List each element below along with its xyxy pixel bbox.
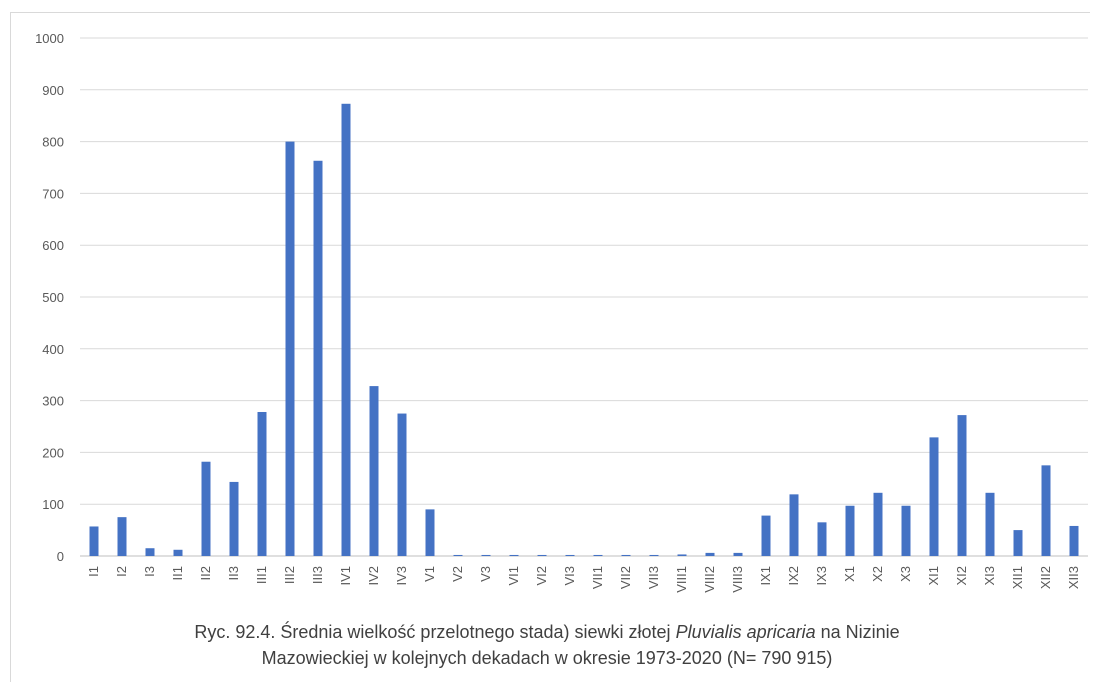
x-tick-label: V2 xyxy=(450,566,465,582)
gridlines xyxy=(80,37,1088,557)
x-axis-ticks: I1 I2 I3 II1 II2 II3 III1 III2 III3 IV1 IV2 IV3 V1 V2… xyxy=(86,566,1081,593)
y-axis-ticks: 0 100 200 300 400 500 600 700 800 900 1000 xyxy=(35,31,64,564)
x-tick-label: XI2 xyxy=(954,566,969,586)
bars xyxy=(89,103,1079,557)
x-tick-label: IX2 xyxy=(786,566,801,586)
x-tick-label: X1 xyxy=(842,566,857,582)
x-tick-label: I2 xyxy=(114,566,129,577)
bar xyxy=(733,552,743,556)
bar xyxy=(957,415,967,556)
x-tick-label: V3 xyxy=(478,566,493,582)
bar xyxy=(425,509,435,556)
y-tick-label: 500 xyxy=(42,290,64,305)
x-tick-label: III1 xyxy=(254,566,269,584)
bar xyxy=(285,141,295,556)
bar xyxy=(369,386,379,556)
x-tick-label: IX1 xyxy=(758,566,773,586)
bar xyxy=(705,552,715,556)
x-tick-label: IV1 xyxy=(338,566,353,586)
y-tick-label: 100 xyxy=(42,497,64,512)
y-tick-label: 800 xyxy=(42,135,64,150)
bar xyxy=(89,526,99,556)
bar xyxy=(565,554,575,556)
y-tick-label: 600 xyxy=(42,238,64,253)
bar xyxy=(117,517,127,556)
bar xyxy=(453,554,463,556)
bar xyxy=(621,554,631,556)
y-tick-label: 0 xyxy=(57,549,64,564)
bar xyxy=(313,160,323,557)
y-tick-label: 700 xyxy=(42,186,64,201)
bar xyxy=(593,554,603,556)
bar xyxy=(481,554,491,556)
bar xyxy=(341,103,351,556)
bar xyxy=(173,549,183,556)
bar xyxy=(985,492,995,556)
x-tick-label: VIII2 xyxy=(702,566,717,593)
bar xyxy=(229,481,239,556)
x-tick-label: XI1 xyxy=(926,566,941,586)
x-tick-label: II2 xyxy=(198,566,213,580)
bar xyxy=(145,548,155,556)
caption-text-start: Ryc. 92.4. Średnia wielkość przelotnego … xyxy=(194,622,676,642)
x-tick-label: IV3 xyxy=(394,566,409,586)
bar xyxy=(677,554,687,556)
bar xyxy=(397,413,407,556)
x-tick-label: VIII1 xyxy=(674,566,689,593)
x-tick-label: I1 xyxy=(86,566,101,577)
x-tick-label: XII2 xyxy=(1038,566,1053,589)
x-tick-label: VI2 xyxy=(534,566,549,586)
figure-caption-line2: Mazowieckiej w kolejnych dekadach w okre… xyxy=(261,648,833,668)
x-tick-label: X3 xyxy=(898,566,913,582)
x-tick-label: X2 xyxy=(870,566,885,582)
x-tick-label: III2 xyxy=(282,566,297,584)
bar xyxy=(929,437,939,556)
y-tick-label: 1000 xyxy=(35,31,64,46)
x-tick-label: XII1 xyxy=(1010,566,1025,589)
bar xyxy=(761,515,771,556)
x-tick-label: VII3 xyxy=(646,566,661,589)
bar xyxy=(845,505,855,556)
bar xyxy=(537,554,547,556)
bar xyxy=(817,522,827,556)
bar xyxy=(1069,525,1079,556)
caption-text-end: na Nizinie xyxy=(815,622,900,642)
x-tick-label: VI3 xyxy=(562,566,577,586)
x-tick-label: VII1 xyxy=(590,566,605,589)
x-tick-label: II3 xyxy=(226,566,241,580)
x-tick-label: VII2 xyxy=(618,566,633,589)
x-tick-label: IX3 xyxy=(814,566,829,586)
y-tick-label: 400 xyxy=(42,342,64,357)
bar xyxy=(901,505,911,556)
x-tick-label: VIII3 xyxy=(730,566,745,593)
y-tick-label: 900 xyxy=(42,83,64,98)
y-tick-label: 300 xyxy=(42,394,64,409)
figure-caption-line1: Ryc. 92.4. Średnia wielkość przelotnego … xyxy=(0,619,1094,645)
bar xyxy=(1041,465,1051,556)
x-tick-label: XII3 xyxy=(1066,566,1081,589)
chart-frame xyxy=(10,12,1090,682)
bar xyxy=(789,494,799,556)
x-tick-label: V1 xyxy=(422,566,437,582)
bar xyxy=(509,554,519,556)
bar xyxy=(201,461,211,556)
x-tick-label: IV2 xyxy=(366,566,381,586)
bar xyxy=(873,492,883,556)
bar xyxy=(257,411,267,556)
caption-species-name: Pluvialis apricaria xyxy=(675,622,816,642)
bar xyxy=(649,554,659,556)
x-tick-label: III3 xyxy=(310,566,325,584)
x-tick-label: II1 xyxy=(170,566,185,580)
x-tick-label: I3 xyxy=(142,566,157,577)
y-tick-label: 200 xyxy=(42,445,64,460)
x-tick-label: XI3 xyxy=(982,566,997,586)
bar xyxy=(1013,530,1023,556)
x-tick-label: VI1 xyxy=(506,566,521,586)
